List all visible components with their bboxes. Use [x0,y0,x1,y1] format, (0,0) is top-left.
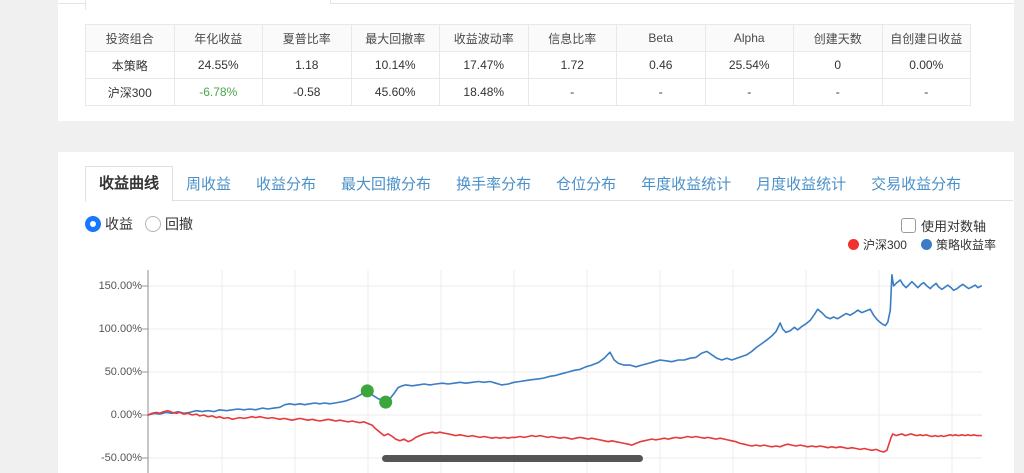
stats-value-cell: 0.46 [616,51,706,79]
series-line-策略收益率 [147,274,983,416]
stats-column-header: 信息比率 [527,24,617,52]
metrics-card: 投资组合 年化收益 夏普比率 最大回撤率 收益波动率 信息比率 Beta Alpha 创建天数自… [58,0,1014,121]
stats-column-header: 自创建日收益 [881,24,971,52]
tab-5[interactable]: 仓位分布 [556,175,617,193]
stats-value-cell: - [527,78,617,106]
chart-horizontal-scrollbar-thumb[interactable] [382,455,643,462]
radio-label: 回撤 [165,216,193,232]
stats-column-header: 创建天数 [793,24,883,52]
stats-value-cell: 1.18 [262,51,352,79]
radio-label: 收益 [105,216,133,232]
radio-circle-icon[interactable] [145,216,161,232]
tab-1[interactable]: 周收益 [186,175,232,193]
tab-6[interactable]: 年度收益统计 [641,175,732,193]
tab-8[interactable]: 交易收益分布 [871,175,962,193]
radio-unselected[interactable]: 回撤 [145,214,193,234]
y-axis-tick-label: -50.00% [101,452,142,464]
stats-value-cell: 24.55% [173,51,263,79]
legend-item[interactable]: 策略收益率 [920,236,996,253]
legend-dot-icon [847,239,859,250]
legend-item[interactable]: 沪深300 [847,236,907,253]
legend-label: 沪深300 [862,238,907,252]
stats-table-header: 投资组合 年化收益 夏普比率 最大回撤率 收益波动率 信息比率 Beta Alpha 创建天数自… [85,24,971,52]
performance-stats-table: 投资组合 年化收益 夏普比率 最大回撤率 收益波动率 信息比率 Beta Alpha 创建天数自… [85,24,971,106]
log-axis-label: 使用对数轴 [920,219,986,234]
tab-3[interactable]: 最大回撤分布 [341,175,432,193]
tab-2[interactable]: 收益分布 [256,175,317,193]
y-axis-tick-label: 50.00% [104,366,142,378]
radio-selected[interactable]: 收益 [85,214,133,234]
stats-value-cell: 18.48% [439,78,529,106]
series-line-沪深300 [147,409,983,453]
stats-value-cell: - [704,78,794,106]
stats-value-cell: 0 [793,51,883,79]
returns-line-chart [142,270,983,473]
top-tabbar-remnant-line [58,3,85,4]
y-axis-tick-label: 150.00% [98,280,142,292]
stats-value-cell: -6.78% [173,78,263,106]
top-tabbar-remnant-border [330,0,331,4]
chart-card: 收益曲线 周收益 收益分布 最大回撤分布 换手率分布 仓位分布 年度收益统计 月度收益统计 交易… [58,152,1014,473]
chart-legend: 沪深300 策略收益率 [834,236,996,253]
y-axis-tick-label: 100.00% [98,323,142,335]
tab-7[interactable]: 月度收益统计 [756,175,847,193]
stats-column-header: Alpha [704,24,794,52]
portfolio-name-cell: 沪深300 [85,78,175,106]
tab-active-0[interactable]: 收益曲线 [85,166,174,202]
stats-column-header: 夏普比率 [262,24,352,52]
stats-value-cell: 17.47% [439,51,529,79]
stats-table-row: 本策略 24.55% 1.18 10.14% 17.47% 1.72 0.46 25.54% 0… [85,51,971,79]
stats-value-cell: 1.72 [527,51,617,79]
chart-tabbar: 收益曲线 周收益 收益分布 最大回撤分布 换手率分布 仓位分布 年度收益统计 月度收益统计 交易… [85,166,1013,202]
radio-circle-icon[interactable] [85,216,101,232]
y-axis-tick-label: 0.00% [110,409,142,421]
log-axis-toggle[interactable]: 使用对数轴 [900,216,986,235]
stats-value-cell: 25.54% [704,51,794,79]
stats-value-cell: - [793,78,883,106]
trade-marker-icon[interactable] [360,384,374,398]
stats-column-header: 年化收益 [173,24,263,52]
legend-label: 策略收益率 [935,238,996,252]
legend-dot-icon [920,239,932,250]
top-tabbar-remnant-border [85,0,86,10]
portfolio-name-cell: 本策略 [85,51,175,79]
stats-value-cell: - [881,78,971,106]
trade-marker-icon[interactable] [379,395,393,409]
log-axis-checkbox[interactable] [900,218,916,233]
stats-value-cell: 10.14% [350,51,440,79]
top-tabbar-remnant-line [330,3,1014,4]
stats-column-header: Beta [616,24,706,52]
stats-column-header: 投资组合 [85,24,175,52]
metric-radio-group: 收益 回撤 [85,214,205,234]
stats-value-cell: 0.00% [881,51,971,79]
stats-column-header: 收益波动率 [439,24,529,52]
stats-column-header: 最大回撤率 [350,24,440,52]
stats-table-row: 沪深300 -6.78% -0.58 45.60% 18.48% - - - - - [85,78,971,106]
stats-value-cell: 45.60% [350,78,440,106]
tab-4[interactable]: 换手率分布 [456,175,532,193]
stats-value-cell: -0.58 [262,78,352,106]
stats-value-cell: - [616,78,706,106]
